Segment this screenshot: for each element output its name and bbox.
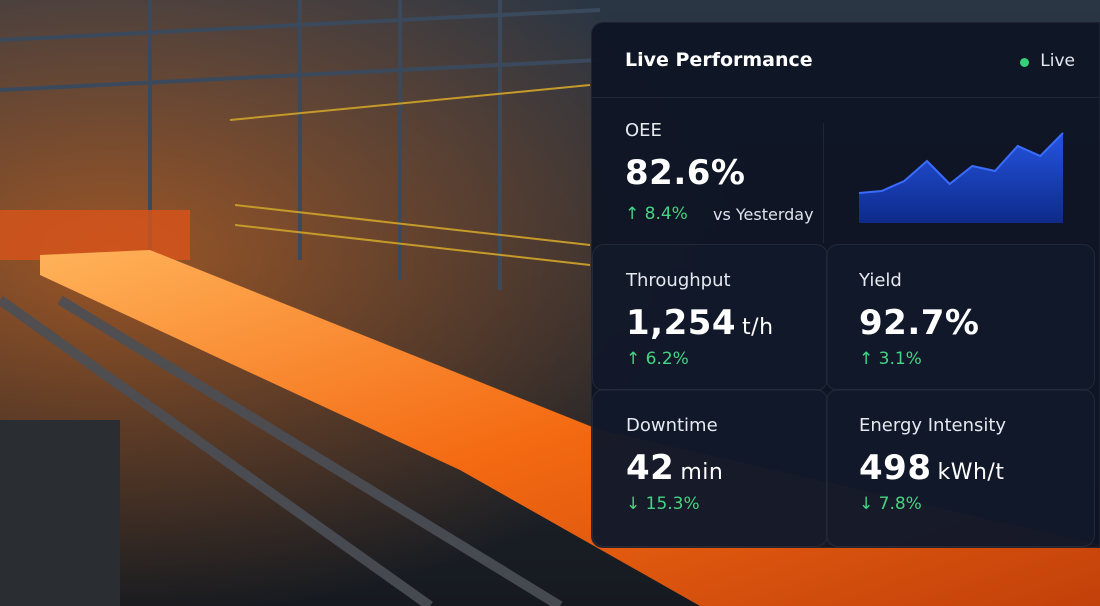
metric-card: Energy Intensity 498 kWh/t ↓ 7.8% [826,389,1095,547]
metric-change: ↑ 3.1% [859,349,922,369]
metric-change: ↓ 7.8% [859,494,922,514]
divider [592,97,1099,98]
metric-value: 1,254 t/h [626,303,774,343]
metric-card: Throughput 1,254 t/h ↑ 6.2% [592,244,828,391]
metric-number: 498 [859,448,932,488]
metric-card: Yield 92.7% ↑ 3.1% [826,244,1095,391]
metric-card: Downtime 42 min ↓ 15.3% [592,389,828,547]
live-indicator [1020,58,1029,67]
metric-unit: min [680,460,724,485]
oee-comparison: vs Yesterday [713,205,814,224]
metric-number: 92.7% [859,303,980,343]
panel-title: Live Performance [625,49,813,71]
trend-area [859,133,1063,223]
oee-label: OEE [625,120,662,141]
metric-label: Yield [859,270,902,291]
live-status: Live [1040,51,1075,71]
metric-number: 1,254 [626,303,737,343]
metric-change: ↑ 6.2% [626,349,689,369]
divider [823,123,824,243]
metric-label: Energy Intensity [859,415,1007,436]
oee-value: 82.6% [625,153,746,193]
metric-unit: kWh/t [937,460,1005,485]
metric-value: 498 kWh/t [859,448,1004,488]
metric-number: 42 [626,448,675,488]
metric-unit: t/h [742,315,774,340]
performance-panel: Live Performance Live OEE 82.6% ↑ 8.4% v… [591,22,1100,548]
trend-line [858,132,1064,194]
metric-label: Downtime [626,415,718,436]
metric-label: Throughput [626,270,731,291]
oee-change: ↑ 8.4% [625,204,688,224]
metric-value: 92.7% [859,303,979,343]
metric-change: ↓ 15.3% [626,494,700,514]
metric-value: 42 min [626,448,723,488]
